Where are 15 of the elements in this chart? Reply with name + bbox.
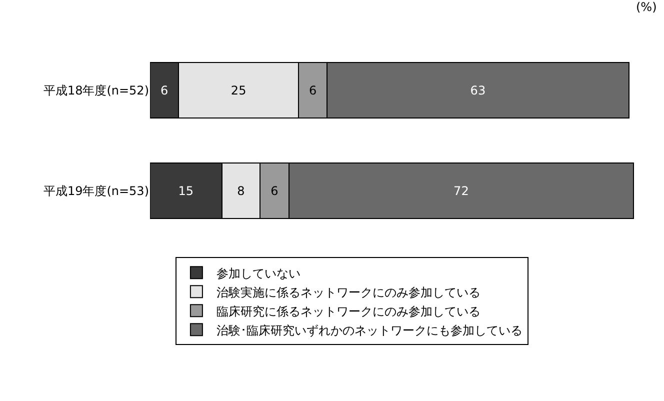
legend-label: 治験実施に係るネットワークにのみ参加している [216, 285, 480, 300]
legend-label: 参加していない [216, 266, 300, 280]
y-tick-label: 平成19年度(n=53) [43, 184, 149, 198]
data-label: 6 [270, 184, 278, 198]
y-tick-label: 平成18年度(n=52) [43, 83, 149, 98]
data-label: 8 [237, 184, 245, 198]
data-label: 72 [454, 184, 469, 198]
legend-label: 治験･臨床研究いずれかのネットワークにも参加している [216, 323, 522, 338]
data-label: 25 [230, 83, 246, 98]
data-label: 6 [308, 83, 317, 98]
data-label: 15 [178, 184, 194, 198]
data-label: 6 [160, 83, 168, 98]
data-label: 63 [470, 83, 486, 98]
legend-label: 臨床研究に係るネットワークにのみ参加している [216, 304, 480, 318]
text: (%) [636, 0, 657, 14]
